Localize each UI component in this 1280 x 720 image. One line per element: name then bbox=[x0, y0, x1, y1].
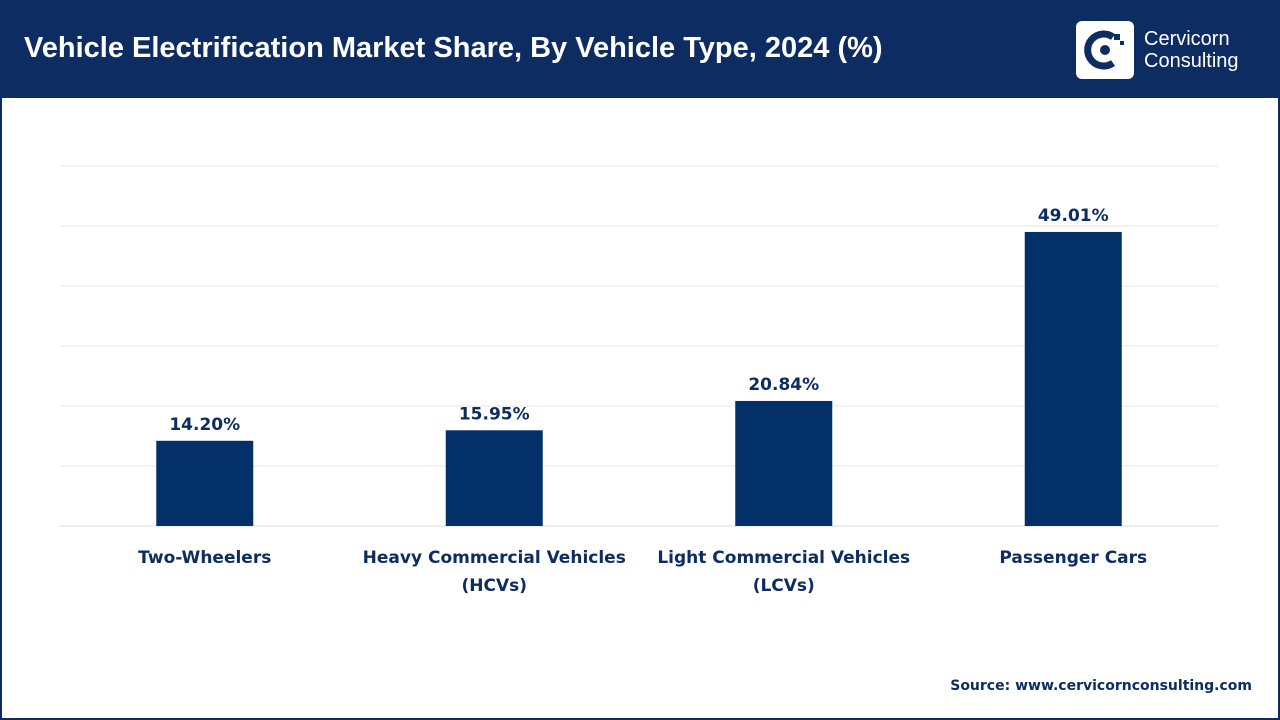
data-label: 20.84% bbox=[748, 375, 819, 395]
brand-logo: Cervicorn Consulting bbox=[1076, 20, 1239, 80]
bar bbox=[156, 440, 254, 526]
header-bar: Vehicle Electrification Market Share, By… bbox=[2, 2, 1278, 98]
bar bbox=[1024, 231, 1122, 526]
data-label: 15.95% bbox=[459, 404, 530, 424]
chart-title: Vehicle Electrification Market Share, By… bbox=[24, 32, 883, 64]
bar bbox=[735, 400, 833, 526]
category-label: Light Commercial Vehicles bbox=[657, 548, 910, 568]
category-label: Passenger Cars bbox=[999, 548, 1147, 568]
source-note: Source: www.cervicornconsulting.com bbox=[950, 678, 1252, 694]
cervicorn-logo-icon bbox=[1076, 21, 1134, 79]
category-label: (HCVs) bbox=[461, 576, 527, 596]
logo-line1: Cervicorn bbox=[1144, 28, 1230, 50]
bar bbox=[445, 430, 543, 526]
data-label: 49.01% bbox=[1038, 206, 1109, 226]
logo-line2: Consulting bbox=[1144, 50, 1239, 72]
category-label: Heavy Commercial Vehicles bbox=[363, 548, 626, 568]
data-label: 14.20% bbox=[169, 415, 240, 435]
category-label: (LCVs) bbox=[753, 576, 815, 596]
category-label: Two-Wheelers bbox=[138, 548, 271, 568]
logo-text: Cervicorn Consulting bbox=[1144, 28, 1239, 72]
